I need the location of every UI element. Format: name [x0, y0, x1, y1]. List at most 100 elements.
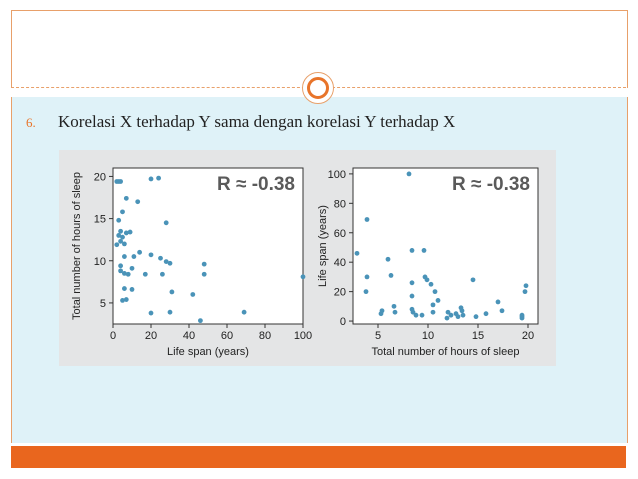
chart-2-point [364, 274, 370, 280]
chart-1-point [118, 238, 123, 244]
chart-1-point [120, 297, 125, 303]
chart-2-point [354, 250, 360, 256]
chart-1-point [148, 310, 154, 316]
chart-2-point [428, 281, 434, 287]
chart-1-y-tick-label: 10 [94, 256, 106, 268]
chart-2-point [522, 289, 528, 295]
chart-2-point [409, 248, 415, 253]
chart-1-point [142, 271, 148, 277]
chart-1-plot-area [112, 167, 304, 325]
chart-2-y-tick-label: 0 [340, 316, 346, 328]
chart-1-x-tick-label: 100 [294, 330, 312, 342]
chart-2-point [495, 299, 501, 305]
chart-1-point [122, 271, 127, 276]
footer-bar [11, 446, 626, 468]
chart-1-point [137, 249, 142, 255]
chart-1-x-tick-label: 40 [183, 330, 195, 342]
chart-1-point [129, 265, 135, 271]
chart-2-point [459, 308, 465, 314]
chart-2-point [421, 248, 427, 253]
chart-2-point [413, 312, 419, 318]
chart-1-point [198, 318, 203, 324]
chart-1-point [125, 271, 131, 277]
scatter-figure: 0 20 40 60 80 100 5 10 15 20 R ≈ -0.38 Life span (y… [59, 150, 556, 366]
chart-2-y-tick-label: 40 [334, 257, 346, 269]
chart-1-point [169, 289, 175, 295]
chart-1-y-tick-label: 15 [94, 214, 106, 226]
divider-circle-icon [302, 72, 334, 104]
chart-2-point [406, 171, 412, 177]
chart-1-point [122, 254, 127, 259]
divider-circle-ring [307, 77, 329, 99]
chart-1-point [123, 230, 129, 236]
chart-2-point [483, 311, 489, 317]
chart-1-x-axis-label: Life span (years) [167, 346, 249, 358]
chart-1-y-tick-label: 5 [100, 298, 106, 310]
chart-1-point [167, 309, 173, 315]
chart-2-point [430, 302, 436, 308]
chart-1-point [190, 292, 196, 297]
chart-1-x-tick-label: 80 [259, 330, 271, 342]
chart-1-point [129, 287, 135, 292]
chart-2-x-tick-label: 20 [522, 330, 534, 342]
chart-1-point [118, 263, 123, 269]
chart-2-point [363, 289, 369, 295]
chart-2-r-annotation: R ≈ -0.38 [452, 174, 530, 195]
chart-1-point [201, 271, 207, 277]
chart-1-y-tick-label: 20 [94, 171, 106, 183]
chart-1-point [131, 254, 137, 259]
chart-2-y-axis-label: Life span (years) [317, 205, 329, 287]
chart-1-point [122, 286, 127, 291]
chart-1-point [120, 234, 125, 240]
chart-2-point [448, 312, 454, 318]
chart-2-point [499, 308, 505, 314]
chart-1-point [167, 260, 173, 266]
chart-1-point [118, 179, 123, 184]
chart-2-x-tick-label: 15 [472, 330, 484, 342]
chart-1-point [160, 271, 165, 277]
chart-2-point [379, 308, 385, 314]
chart-2-y-tick-label: 80 [334, 198, 346, 210]
chart-1-point [127, 229, 133, 235]
chart-2-point [432, 289, 438, 295]
chart-1-point [118, 268, 123, 274]
chart-2-point [409, 293, 415, 299]
chart-2-point [445, 309, 451, 315]
chart-2-point [455, 314, 461, 320]
chart-2-point [385, 256, 391, 262]
chart-1-point [116, 233, 122, 238]
chart-1-point [156, 175, 161, 181]
chart-2-point [519, 312, 525, 318]
chart-2-point [391, 303, 397, 309]
chart-2-point [364, 217, 370, 222]
chart-1-point [163, 220, 169, 226]
chart-1-point [122, 241, 127, 247]
chart-2-y-tick-label: 20 [334, 287, 346, 299]
chart-2-point [435, 298, 441, 303]
bullet-number: 6. [26, 115, 36, 130]
chart-1-point [148, 252, 154, 258]
chart-1-point [114, 242, 120, 248]
chart-1-point [118, 228, 123, 234]
chart-2-plot-area [352, 167, 539, 325]
chart-2-point [409, 280, 415, 286]
chart-1-point [300, 274, 306, 280]
chart-2-y-tick-label: 60 [334, 228, 346, 240]
chart-2-point [388, 273, 394, 278]
chart-2-x-axis-label: Total number of hours of sleep [372, 346, 520, 358]
chart-1-x-tick-label: 20 [145, 330, 157, 342]
chart-2-point [392, 309, 398, 315]
chart-1-point [116, 217, 122, 223]
chart-1-point [201, 261, 207, 267]
chart-1-x-tick-label: 60 [221, 330, 233, 342]
chart-1-point [120, 209, 125, 215]
chart-2-point [419, 312, 425, 318]
chart-1-r-annotation: R ≈ -0.38 [217, 174, 295, 195]
chart-2-point [444, 315, 450, 321]
chart-1-x-tick-label: 0 [110, 330, 116, 342]
chart-2-point [473, 314, 479, 320]
chart-2-point [470, 277, 476, 283]
chart-2-x-tick-label: 10 [422, 330, 434, 342]
chart-1-point [135, 199, 141, 205]
